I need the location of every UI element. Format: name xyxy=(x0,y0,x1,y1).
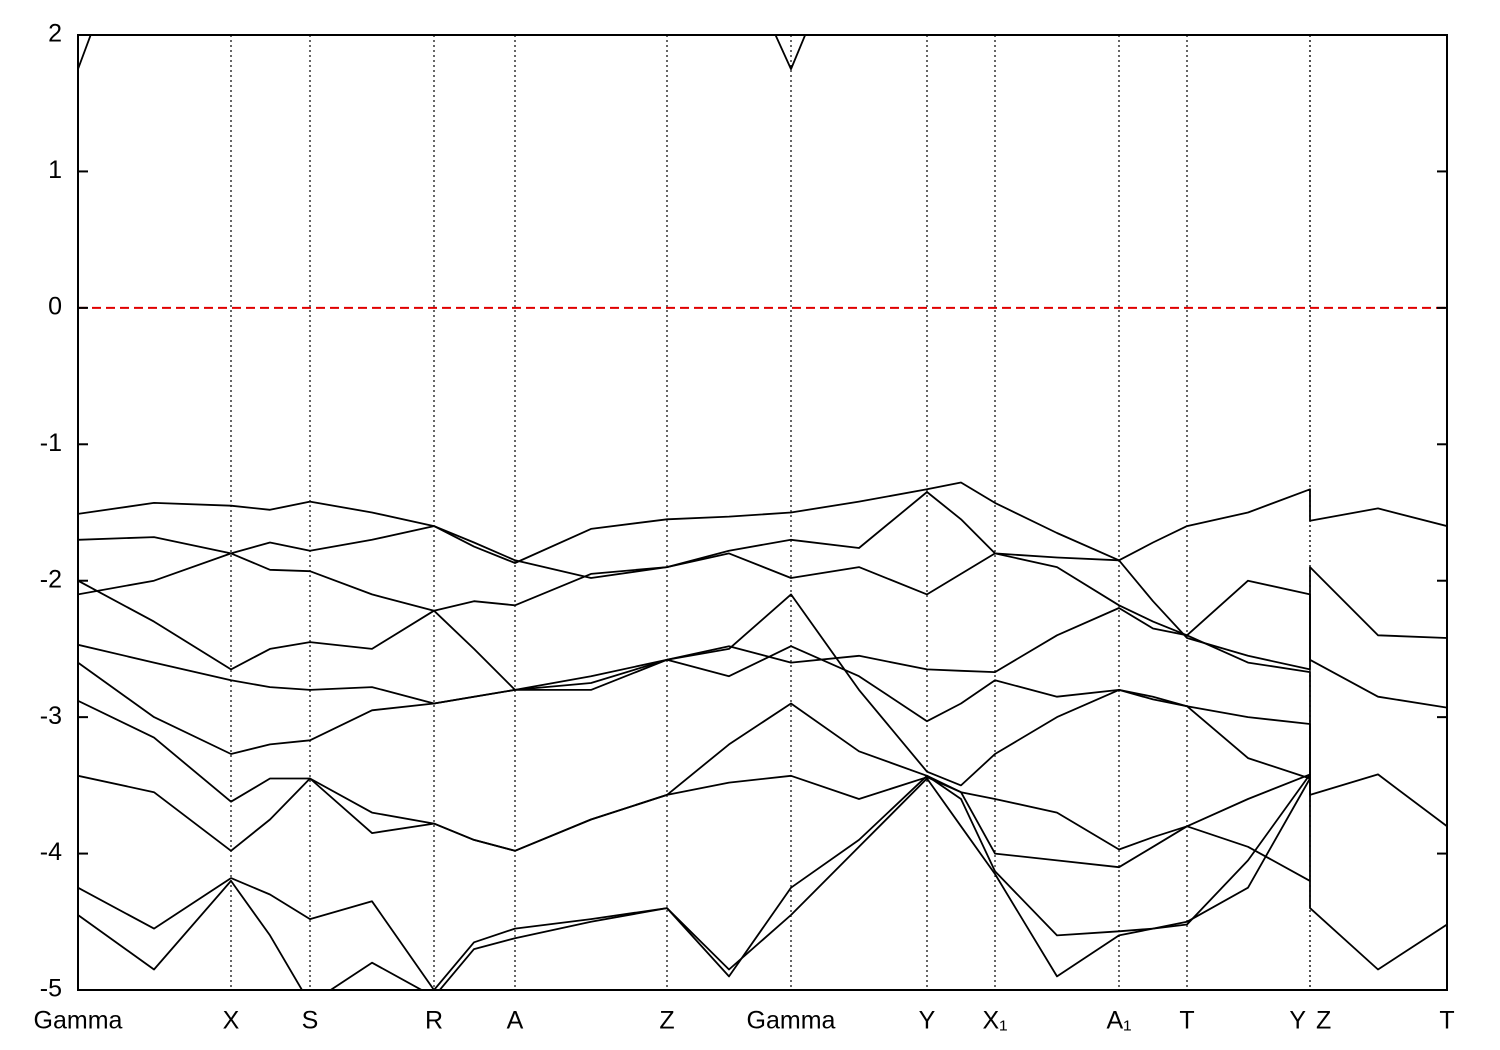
band-line xyxy=(78,552,1447,709)
band-line xyxy=(78,35,807,70)
plot-frame xyxy=(77,34,1448,991)
band-line xyxy=(78,777,1311,990)
band-line xyxy=(78,699,1311,852)
band-line xyxy=(78,579,1447,828)
x-tick-label: A xyxy=(507,1007,524,1035)
band-line xyxy=(78,773,1311,990)
y-tick-label: -1 xyxy=(40,429,62,457)
x-tick-label: A₁ xyxy=(1106,1007,1131,1035)
x-tick-label: T xyxy=(1179,1007,1194,1035)
x-tick-label: Z xyxy=(1316,1007,1331,1035)
band-line xyxy=(78,774,1311,882)
band-line xyxy=(78,491,1447,671)
y-tick-label: 1 xyxy=(48,156,62,184)
y-tick-label: -3 xyxy=(40,702,62,730)
x-tick-label: Gamma xyxy=(34,1007,123,1035)
x-tick-label: Y xyxy=(919,1007,936,1035)
band-line xyxy=(78,643,1447,971)
y-tick-label: -4 xyxy=(40,838,62,866)
y-tick-label: 0 xyxy=(48,292,62,320)
y-tick-label: -2 xyxy=(40,565,62,593)
y-tick-label: -5 xyxy=(40,975,62,1003)
y-tick-label: 2 xyxy=(48,20,62,48)
grid xyxy=(77,35,1448,990)
x-tick-label: X xyxy=(223,1007,240,1035)
band-line xyxy=(78,593,1311,787)
x-tick-label: Z xyxy=(659,1007,674,1035)
x-tick-label: T xyxy=(1439,1007,1454,1035)
x-tick-label: S xyxy=(302,1007,319,1035)
x-tick-label: Y xyxy=(1289,1007,1306,1035)
band-line xyxy=(78,481,1447,564)
x-tick-label: X₁ xyxy=(982,1007,1007,1035)
x-tick-label: R xyxy=(425,1007,443,1035)
bands xyxy=(78,35,1447,990)
x-tick-label: Gamma xyxy=(747,1007,836,1035)
